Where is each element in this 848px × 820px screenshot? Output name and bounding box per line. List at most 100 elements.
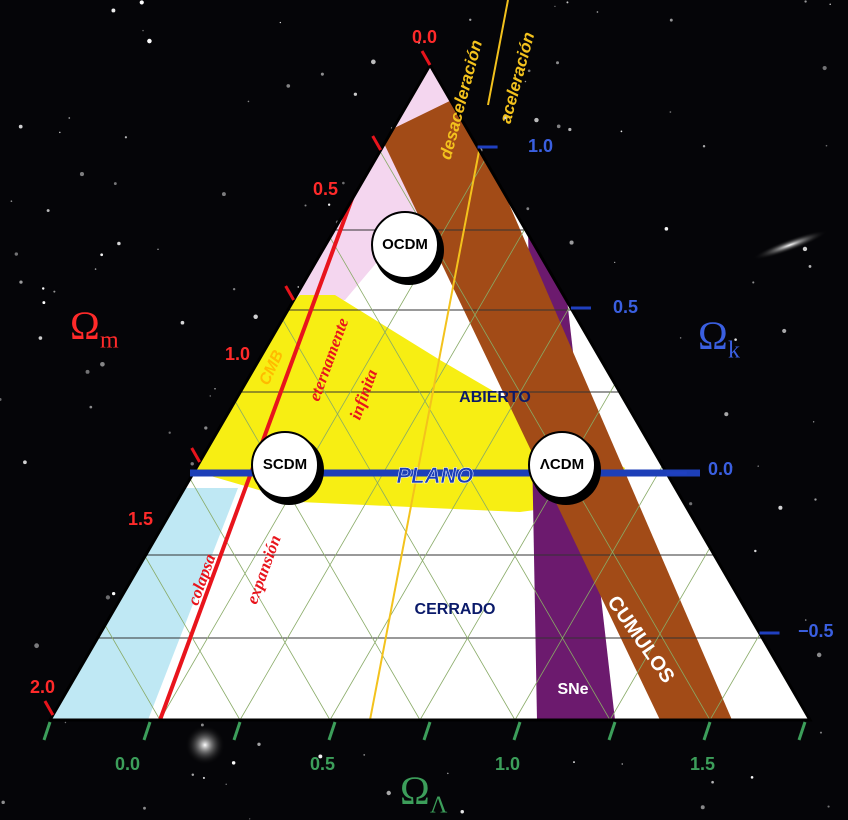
tick-mark	[702, 721, 712, 741]
star	[568, 127, 572, 132]
star	[225, 783, 227, 785]
star	[534, 117, 539, 123]
acceleration-line-top	[487, 0, 509, 106]
star	[526, 207, 530, 211]
model-circle	[251, 431, 319, 499]
omega-m-tick: 1.5	[128, 509, 153, 529]
star	[620, 130, 623, 133]
star	[214, 388, 216, 390]
star	[342, 181, 345, 185]
star	[524, 80, 527, 83]
star	[370, 59, 376, 65]
star	[711, 780, 714, 784]
axis-symbol: Ω	[70, 303, 100, 348]
tick-mark	[327, 721, 337, 741]
star	[752, 281, 755, 284]
omega-k-tick: −0.5	[798, 621, 834, 641]
star	[527, 69, 531, 73]
star	[304, 204, 307, 207]
star	[573, 761, 575, 764]
star	[19, 280, 23, 284]
star	[14, 252, 19, 256]
star	[23, 460, 27, 465]
star	[669, 111, 672, 113]
star	[297, 286, 299, 288]
star	[825, 144, 828, 147]
star	[85, 369, 90, 374]
star	[556, 124, 561, 129]
star	[829, 3, 831, 5]
star	[819, 731, 822, 734]
star	[318, 754, 323, 759]
star	[111, 8, 116, 13]
star	[596, 11, 599, 13]
star	[1, 800, 5, 805]
expansion-line	[158, 127, 380, 720]
star	[724, 412, 729, 417]
star	[247, 100, 250, 103]
model-label: ΛCDM	[540, 456, 584, 473]
omega-k-tick: 0.5	[613, 297, 638, 317]
star	[147, 38, 152, 44]
star	[46, 209, 50, 213]
tick-mark	[42, 721, 52, 741]
star	[139, 0, 144, 5]
star	[363, 754, 366, 756]
star	[34, 643, 39, 649]
star	[734, 338, 737, 341]
star	[42, 287, 45, 290]
star	[113, 182, 117, 185]
axis-subscript: k	[728, 338, 740, 364]
star	[702, 145, 706, 148]
omega-m-tick: 0.5	[313, 179, 338, 199]
star	[566, 1, 569, 4]
axis-symbol: Ω	[400, 768, 430, 813]
star	[754, 549, 757, 553]
star	[569, 240, 574, 245]
omega-m-tick: 2.0	[30, 677, 55, 697]
star	[64, 721, 67, 724]
axis-subscript: Λ	[430, 793, 448, 819]
tick-mark	[284, 285, 295, 301]
star	[778, 505, 783, 510]
tick-mark	[420, 50, 432, 66]
star	[168, 431, 171, 434]
star	[556, 61, 560, 65]
star	[257, 742, 261, 746]
region-label: PLANO	[397, 463, 474, 488]
star	[814, 498, 817, 501]
star	[253, 314, 258, 319]
tick-marks	[42, 50, 807, 741]
star	[469, 18, 472, 21]
diagonal-line	[329, 65, 711, 720]
star	[124, 136, 128, 139]
model-label: OCDM	[382, 236, 428, 253]
star	[18, 124, 23, 129]
star	[669, 18, 673, 22]
star	[664, 227, 669, 231]
star	[386, 790, 391, 796]
star	[804, 0, 807, 3]
star	[53, 290, 56, 293]
star	[190, 462, 194, 466]
omega-lambda-tick: 0.0	[115, 754, 140, 774]
star	[621, 763, 623, 765]
omega-k-tick: 0.0	[708, 459, 733, 479]
star	[353, 92, 358, 96]
galaxy	[752, 230, 828, 260]
star	[808, 265, 812, 268]
star	[782, 328, 787, 334]
star	[460, 810, 464, 814]
galaxy	[185, 725, 225, 765]
star	[286, 84, 291, 88]
star	[42, 301, 46, 305]
star	[68, 117, 71, 119]
tick-mark	[232, 721, 242, 741]
star	[89, 405, 93, 409]
region-label: ABIERTO	[459, 389, 531, 406]
star	[503, 115, 507, 120]
star	[232, 288, 236, 291]
star	[827, 805, 830, 808]
